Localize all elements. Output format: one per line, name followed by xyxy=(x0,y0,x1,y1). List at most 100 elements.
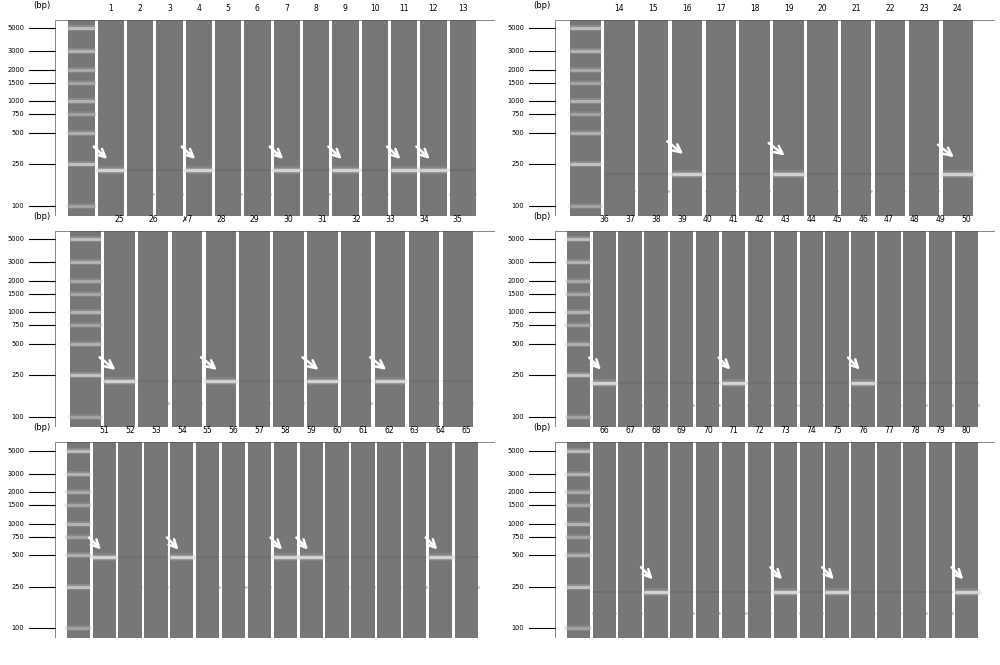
Text: 55: 55 xyxy=(203,426,213,436)
Text: 76: 76 xyxy=(858,426,868,436)
FancyBboxPatch shape xyxy=(670,231,693,427)
Text: 750: 750 xyxy=(511,112,524,118)
Text: 2000: 2000 xyxy=(7,67,24,73)
Text: 2: 2 xyxy=(138,4,142,13)
FancyBboxPatch shape xyxy=(325,442,349,638)
Text: 1000: 1000 xyxy=(7,521,24,527)
Text: 1000: 1000 xyxy=(507,521,524,527)
Text: 52: 52 xyxy=(125,426,135,436)
Text: 56: 56 xyxy=(229,426,238,436)
Text: 100: 100 xyxy=(512,414,524,420)
FancyBboxPatch shape xyxy=(274,442,297,638)
Text: 3000: 3000 xyxy=(7,49,24,55)
Text: 38: 38 xyxy=(651,215,661,224)
Text: (bp): (bp) xyxy=(533,1,551,10)
FancyBboxPatch shape xyxy=(67,442,90,638)
Text: 45: 45 xyxy=(832,215,842,224)
FancyBboxPatch shape xyxy=(186,20,212,216)
FancyBboxPatch shape xyxy=(273,231,304,427)
Text: 12: 12 xyxy=(429,4,438,13)
Text: 46: 46 xyxy=(858,215,868,224)
Text: 50: 50 xyxy=(962,215,971,224)
Text: 5: 5 xyxy=(226,4,231,13)
FancyBboxPatch shape xyxy=(420,20,447,216)
FancyBboxPatch shape xyxy=(748,231,771,427)
Text: 47: 47 xyxy=(884,215,894,224)
Text: 72: 72 xyxy=(755,426,764,436)
FancyBboxPatch shape xyxy=(825,231,849,427)
Text: 70: 70 xyxy=(703,426,713,436)
FancyBboxPatch shape xyxy=(274,20,300,216)
FancyBboxPatch shape xyxy=(300,442,323,638)
Text: 43: 43 xyxy=(780,215,790,224)
Text: 36: 36 xyxy=(599,215,609,224)
FancyBboxPatch shape xyxy=(138,231,168,427)
FancyBboxPatch shape xyxy=(127,20,153,216)
Text: 15: 15 xyxy=(648,4,658,13)
Text: 10: 10 xyxy=(370,4,380,13)
FancyBboxPatch shape xyxy=(604,20,635,216)
FancyBboxPatch shape xyxy=(644,231,668,427)
FancyBboxPatch shape xyxy=(403,442,426,638)
FancyBboxPatch shape xyxy=(618,231,642,427)
FancyBboxPatch shape xyxy=(570,20,601,216)
Text: 21: 21 xyxy=(851,4,861,13)
Text: 16: 16 xyxy=(682,4,692,13)
FancyBboxPatch shape xyxy=(773,20,804,216)
Text: 53: 53 xyxy=(151,426,161,436)
Text: 100: 100 xyxy=(12,203,24,209)
Text: 4: 4 xyxy=(196,4,201,13)
FancyBboxPatch shape xyxy=(722,231,745,427)
Text: 13: 13 xyxy=(458,4,468,13)
Text: 31: 31 xyxy=(318,215,327,224)
Text: 41: 41 xyxy=(729,215,738,224)
Text: 1000: 1000 xyxy=(7,98,24,104)
Text: (bp): (bp) xyxy=(533,424,551,432)
FancyBboxPatch shape xyxy=(222,442,245,638)
FancyBboxPatch shape xyxy=(851,442,875,638)
FancyBboxPatch shape xyxy=(696,442,719,638)
Text: 250: 250 xyxy=(11,584,24,590)
Text: 58: 58 xyxy=(281,426,290,436)
FancyBboxPatch shape xyxy=(851,231,875,427)
FancyBboxPatch shape xyxy=(739,20,770,216)
FancyBboxPatch shape xyxy=(104,231,135,427)
Text: 20: 20 xyxy=(818,4,827,13)
Text: 30: 30 xyxy=(284,215,293,224)
Text: 1500: 1500 xyxy=(507,291,524,297)
FancyBboxPatch shape xyxy=(450,20,476,216)
FancyBboxPatch shape xyxy=(672,20,702,216)
Text: 59: 59 xyxy=(306,426,316,436)
FancyBboxPatch shape xyxy=(909,20,939,216)
Text: 49: 49 xyxy=(936,215,946,224)
FancyBboxPatch shape xyxy=(593,442,616,638)
FancyBboxPatch shape xyxy=(118,442,142,638)
FancyBboxPatch shape xyxy=(93,442,116,638)
FancyBboxPatch shape xyxy=(248,442,271,638)
Text: 80: 80 xyxy=(962,426,971,436)
Text: 5000: 5000 xyxy=(7,448,24,454)
FancyBboxPatch shape xyxy=(170,442,193,638)
Text: 500: 500 xyxy=(11,552,24,558)
Text: 750: 750 xyxy=(511,323,524,329)
Text: 42: 42 xyxy=(755,215,764,224)
Text: 8: 8 xyxy=(314,4,318,13)
Text: 3000: 3000 xyxy=(507,471,524,477)
FancyBboxPatch shape xyxy=(955,231,978,427)
Text: 1000: 1000 xyxy=(507,309,524,315)
Text: 66: 66 xyxy=(599,426,609,436)
FancyBboxPatch shape xyxy=(877,442,901,638)
Text: 5000: 5000 xyxy=(7,25,24,31)
Text: 23: 23 xyxy=(919,4,929,13)
Text: 3000: 3000 xyxy=(507,259,524,265)
FancyBboxPatch shape xyxy=(567,442,590,638)
Text: 250: 250 xyxy=(511,162,524,168)
Text: 32: 32 xyxy=(351,215,361,224)
Text: 750: 750 xyxy=(11,534,24,540)
FancyBboxPatch shape xyxy=(443,231,473,427)
FancyBboxPatch shape xyxy=(593,231,616,427)
Text: 57: 57 xyxy=(255,426,264,436)
FancyBboxPatch shape xyxy=(929,231,952,427)
Text: (bp): (bp) xyxy=(33,212,51,221)
FancyBboxPatch shape xyxy=(98,20,124,216)
